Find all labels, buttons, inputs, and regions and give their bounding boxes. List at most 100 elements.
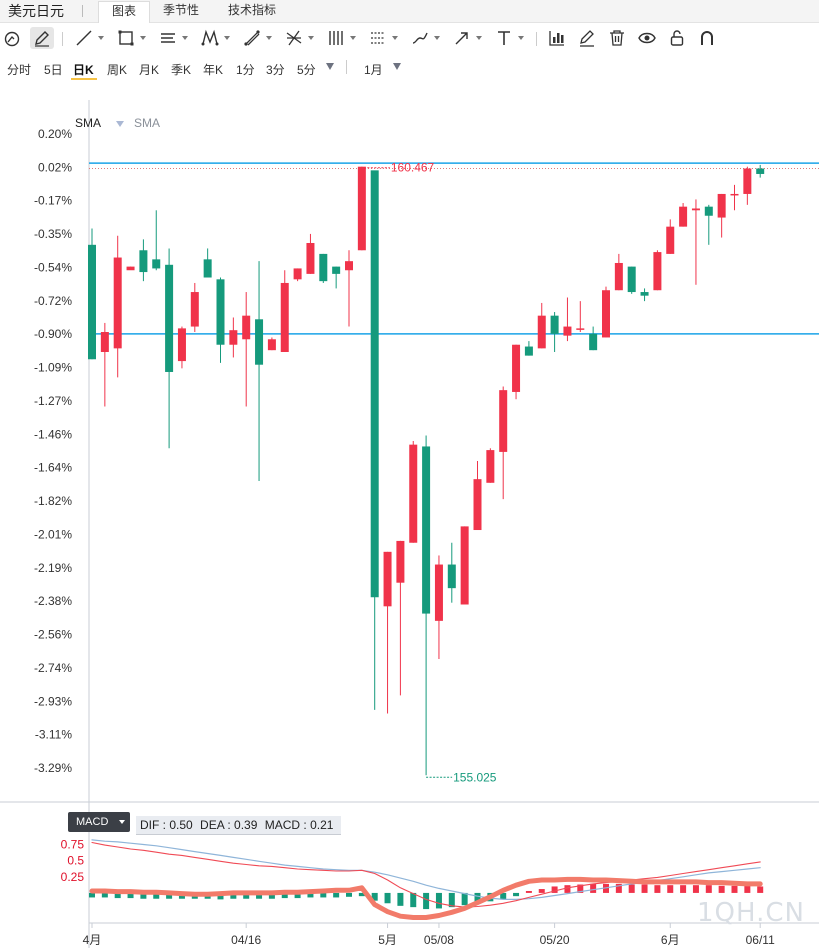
arrow-icon[interactable] [450, 27, 482, 49]
macd-tick-label: 0.5 [67, 854, 84, 868]
period-daily[interactable]: 日K [73, 63, 94, 77]
y-tick-label: -0.72% [34, 294, 72, 308]
candle-body [267, 339, 276, 351]
macd-histogram-bar [564, 885, 571, 893]
candle-body [434, 564, 443, 621]
y-tick-label: -0.35% [34, 227, 72, 241]
range-selector[interactable]: 1月 [364, 63, 383, 77]
macd-histogram-bar [333, 892, 340, 898]
period-yearly[interactable]: 年K [203, 63, 224, 77]
gann-icon[interactable] [282, 27, 314, 49]
sma-label[interactable]: SMA [75, 116, 102, 130]
macd-histogram-bar [757, 886, 764, 893]
macd-histogram-bar [268, 892, 275, 899]
trend-line-icon[interactable] [72, 27, 104, 49]
indicator-icon[interactable] [545, 27, 569, 49]
candle-body [550, 315, 559, 334]
macd-histogram-bar [474, 892, 481, 904]
macd-histogram-bar [153, 892, 160, 899]
y-tick-label: -0.17% [34, 194, 72, 208]
period-monthly[interactable]: 月K [139, 63, 160, 77]
x-tick-label: 06/11 [746, 933, 775, 947]
macd-histogram-bar [577, 884, 584, 893]
range-caret[interactable] [393, 63, 401, 70]
tab-technical-indicators[interactable]: 技术指标 [227, 3, 276, 17]
macd-macd-value: MACD : 0.21 [264, 818, 334, 832]
parallel-channel-icon[interactable] [156, 27, 188, 49]
brush-icon[interactable] [408, 27, 440, 49]
macd-histogram-bar [654, 885, 661, 893]
title-separator [82, 5, 83, 17]
y-tick-label: -2.56% [34, 628, 72, 642]
tab-chart[interactable]: 图表 [98, 1, 150, 23]
period-more-caret[interactable] [326, 63, 334, 70]
pattern-icon[interactable] [198, 27, 230, 49]
macd-histogram-bar [628, 884, 635, 893]
magnet-icon[interactable] [0, 27, 24, 49]
candle-body [537, 315, 546, 349]
pencil-icon[interactable] [30, 27, 54, 49]
instrument-title: 美元日元 [8, 3, 64, 19]
period-1min[interactable]: 1分 [236, 63, 255, 77]
macd-histogram-bar [423, 892, 430, 910]
candle-body [730, 193, 739, 196]
eye-icon[interactable] [635, 27, 659, 49]
price-range-icon[interactable] [366, 27, 398, 49]
period-5day[interactable]: 5日 [44, 63, 63, 77]
rectangle-icon[interactable] [114, 27, 146, 49]
macd-indicator-selector[interactable]: MACD [68, 812, 130, 832]
macd-histogram-bar [590, 883, 597, 893]
macd-histogram-bar [243, 892, 250, 899]
macd-histogram-bar [89, 892, 95, 898]
macd-histogram-bar [114, 892, 121, 899]
macd-histogram-bar [256, 892, 263, 899]
period-intraday[interactable]: 分时 [7, 63, 32, 77]
candle-body [589, 333, 598, 351]
period-5min[interactable]: 5分 [297, 63, 316, 77]
x-tick-label: 6月 [661, 933, 680, 947]
candle-body [691, 208, 700, 211]
candle-body [165, 264, 174, 372]
macd-histogram-bar [615, 883, 622, 893]
macd-histogram-bar [435, 892, 442, 909]
y-tick-label: -1.27% [34, 394, 72, 408]
y-tick-label: 0.20% [38, 127, 72, 141]
top-bar: 美元日元 图表 季节性 技术指标 [0, 0, 819, 23]
magnet-u-icon[interactable] [695, 27, 719, 49]
trash-icon[interactable] [605, 27, 629, 49]
edit-icon[interactable] [575, 27, 599, 49]
ruler-icon[interactable] [324, 27, 356, 49]
macd-histogram-bar [718, 885, 725, 893]
sma-secondary-label[interactable]: SMA [134, 116, 161, 130]
sma-dropdown-caret[interactable] [116, 121, 124, 127]
period-quarterly[interactable]: 季K [171, 63, 192, 77]
text-icon[interactable] [492, 27, 524, 49]
candle-body [422, 446, 431, 614]
fibonacci-icon[interactable] [240, 27, 272, 49]
toolbar-separator [536, 32, 537, 46]
lock-icon[interactable] [665, 27, 689, 49]
period-3min[interactable]: 3分 [266, 63, 285, 77]
macd-tick-label: 0.75 [61, 837, 85, 851]
tab-seasonality[interactable]: 季节性 [162, 3, 199, 17]
macd-histogram-bar [320, 892, 327, 898]
candle-body [512, 344, 521, 392]
candle-body [563, 326, 572, 336]
y-tick-label: -2.93% [34, 694, 72, 708]
macd-histogram-bar [680, 885, 687, 893]
macd-dif-value: DIF : 0.50 [140, 818, 193, 832]
macd-histogram-bar [525, 890, 532, 893]
period-weekly[interactable]: 周K [107, 63, 128, 77]
y-tick-label: -0.54% [34, 260, 72, 274]
candle-body [319, 253, 328, 282]
period-separator [346, 60, 347, 74]
toolbar-separator [62, 32, 63, 46]
candle-body [409, 444, 418, 543]
active-period-underline [71, 78, 97, 80]
y-tick-label: -2.74% [34, 661, 72, 675]
macd-histogram-bar [397, 892, 404, 906]
candle-body [704, 206, 713, 216]
candle-body [255, 319, 264, 365]
macd-histogram-bar [166, 892, 173, 899]
